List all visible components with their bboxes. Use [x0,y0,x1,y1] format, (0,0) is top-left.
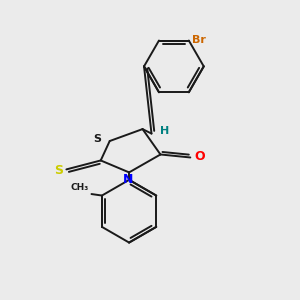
Text: S: S [54,164,63,177]
Text: O: O [194,150,205,164]
Text: N: N [123,173,134,186]
Text: H: H [160,126,169,136]
Text: CH₃: CH₃ [71,183,89,192]
Text: Br: Br [192,35,206,45]
Text: S: S [93,134,101,144]
